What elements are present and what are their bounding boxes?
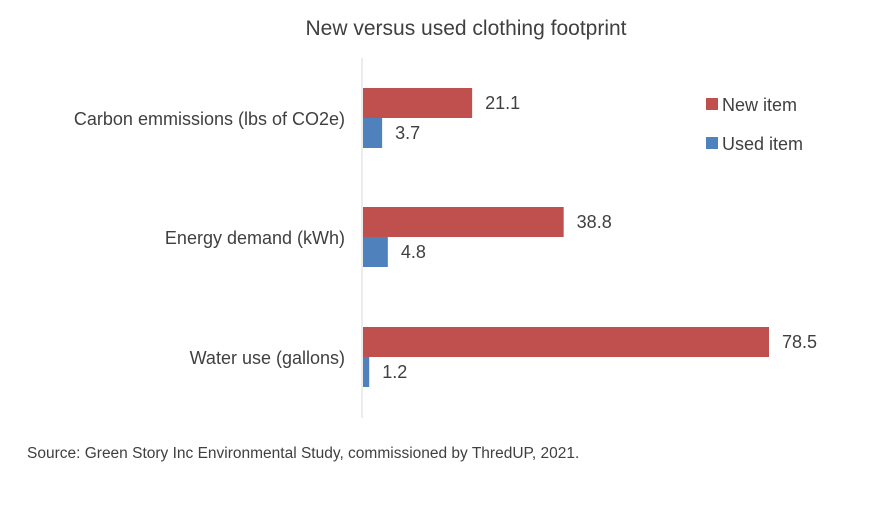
data-label-new-item: 78.5 (782, 332, 817, 352)
legend-swatch-used-item (706, 137, 718, 149)
bar-used-item (363, 357, 370, 387)
plot-area: Carbon emmissions (lbs of CO2e) 21.1 3.7 En… (74, 58, 817, 418)
data-label-new-item: 21.1 (485, 93, 520, 113)
legend-label-used-item: Used item (722, 134, 803, 154)
data-label-used-item: 1.2 (382, 362, 407, 382)
chart-title: New versus used clothing footprint (306, 17, 627, 40)
bar-used-item (363, 118, 383, 148)
legend: New item Used item (706, 95, 803, 154)
data-label-new-item: 38.8 (577, 212, 612, 232)
bar-new-item (363, 327, 769, 357)
category-label: Water use (gallons) (190, 348, 345, 368)
category-label: Carbon emmissions (lbs of CO2e) (74, 109, 345, 129)
data-label-used-item: 3.7 (395, 123, 420, 143)
bar-used-item (363, 237, 388, 267)
bar-new-item (363, 207, 564, 237)
source-note: Source: Green Story Inc Environmental St… (27, 445, 579, 462)
legend-label-new-item: New item (722, 95, 797, 115)
legend-swatch-new-item (706, 98, 718, 110)
data-label-used-item: 4.8 (401, 242, 426, 262)
category-label: Energy demand (kWh) (165, 228, 345, 248)
bar-new-item (363, 88, 473, 118)
